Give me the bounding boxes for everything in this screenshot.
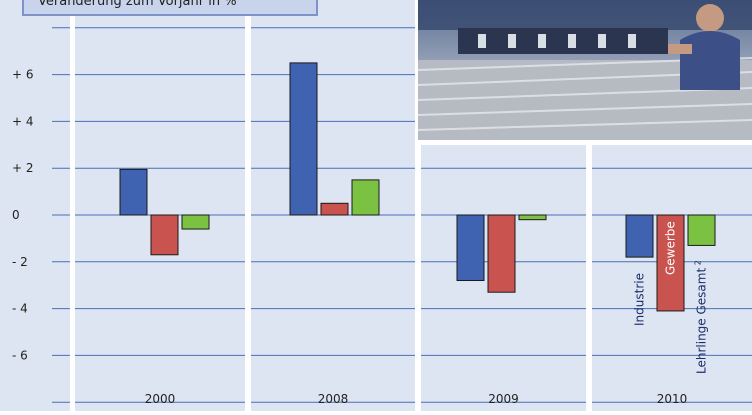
factory-photo <box>418 0 752 140</box>
bar-2009-industrie <box>456 214 485 282</box>
caption-box <box>22 0 318 16</box>
y-tick-label: - 4 <box>12 302 28 316</box>
bar-2000-industrie <box>119 168 148 216</box>
bar-2009-lehrlinge-gesamt <box>518 214 547 221</box>
legend-superscript: 2 <box>694 260 703 268</box>
y-tick-label: + 2 <box>12 161 34 175</box>
bar-2010-lehrlinge-gesamt <box>687 214 716 246</box>
y-tick-label: + 6 <box>12 68 34 82</box>
legend-label-lehrlinge-gesamt: Lehrlinge Gesamt 2 <box>694 260 709 374</box>
bar-2008-gewerbe <box>320 202 349 216</box>
legend-label-gewerbe: Gewerbe <box>664 221 678 275</box>
chart-caption: Veränderung zum Vorjahr in % <box>38 0 237 9</box>
legend-label-industrie: Industrie <box>633 273 647 326</box>
y-tick-label: + 4 <box>12 114 34 128</box>
bar-2000-lehrlinge-gesamt <box>181 214 210 230</box>
bar-2009-gewerbe <box>487 214 516 293</box>
bar-2000-gewerbe <box>150 214 179 256</box>
y-tick-label: - 6 <box>12 348 28 362</box>
bar-2008-lehrlinge-gesamt <box>351 179 380 216</box>
panel-2000 <box>75 0 245 411</box>
axis-panel <box>0 0 70 411</box>
x-tick-label: 2009 <box>488 392 519 406</box>
x-tick-label: 2000 <box>145 392 176 406</box>
bar-2010-gewerbe <box>656 214 685 312</box>
x-tick-label: 2010 <box>657 392 688 406</box>
bar-2010-industrie <box>625 214 654 258</box>
bar-2008-industrie <box>289 62 318 216</box>
x-tick-label: 2008 <box>318 392 349 406</box>
y-tick-label: 0 <box>12 208 20 222</box>
y-tick-label: - 2 <box>12 255 28 269</box>
